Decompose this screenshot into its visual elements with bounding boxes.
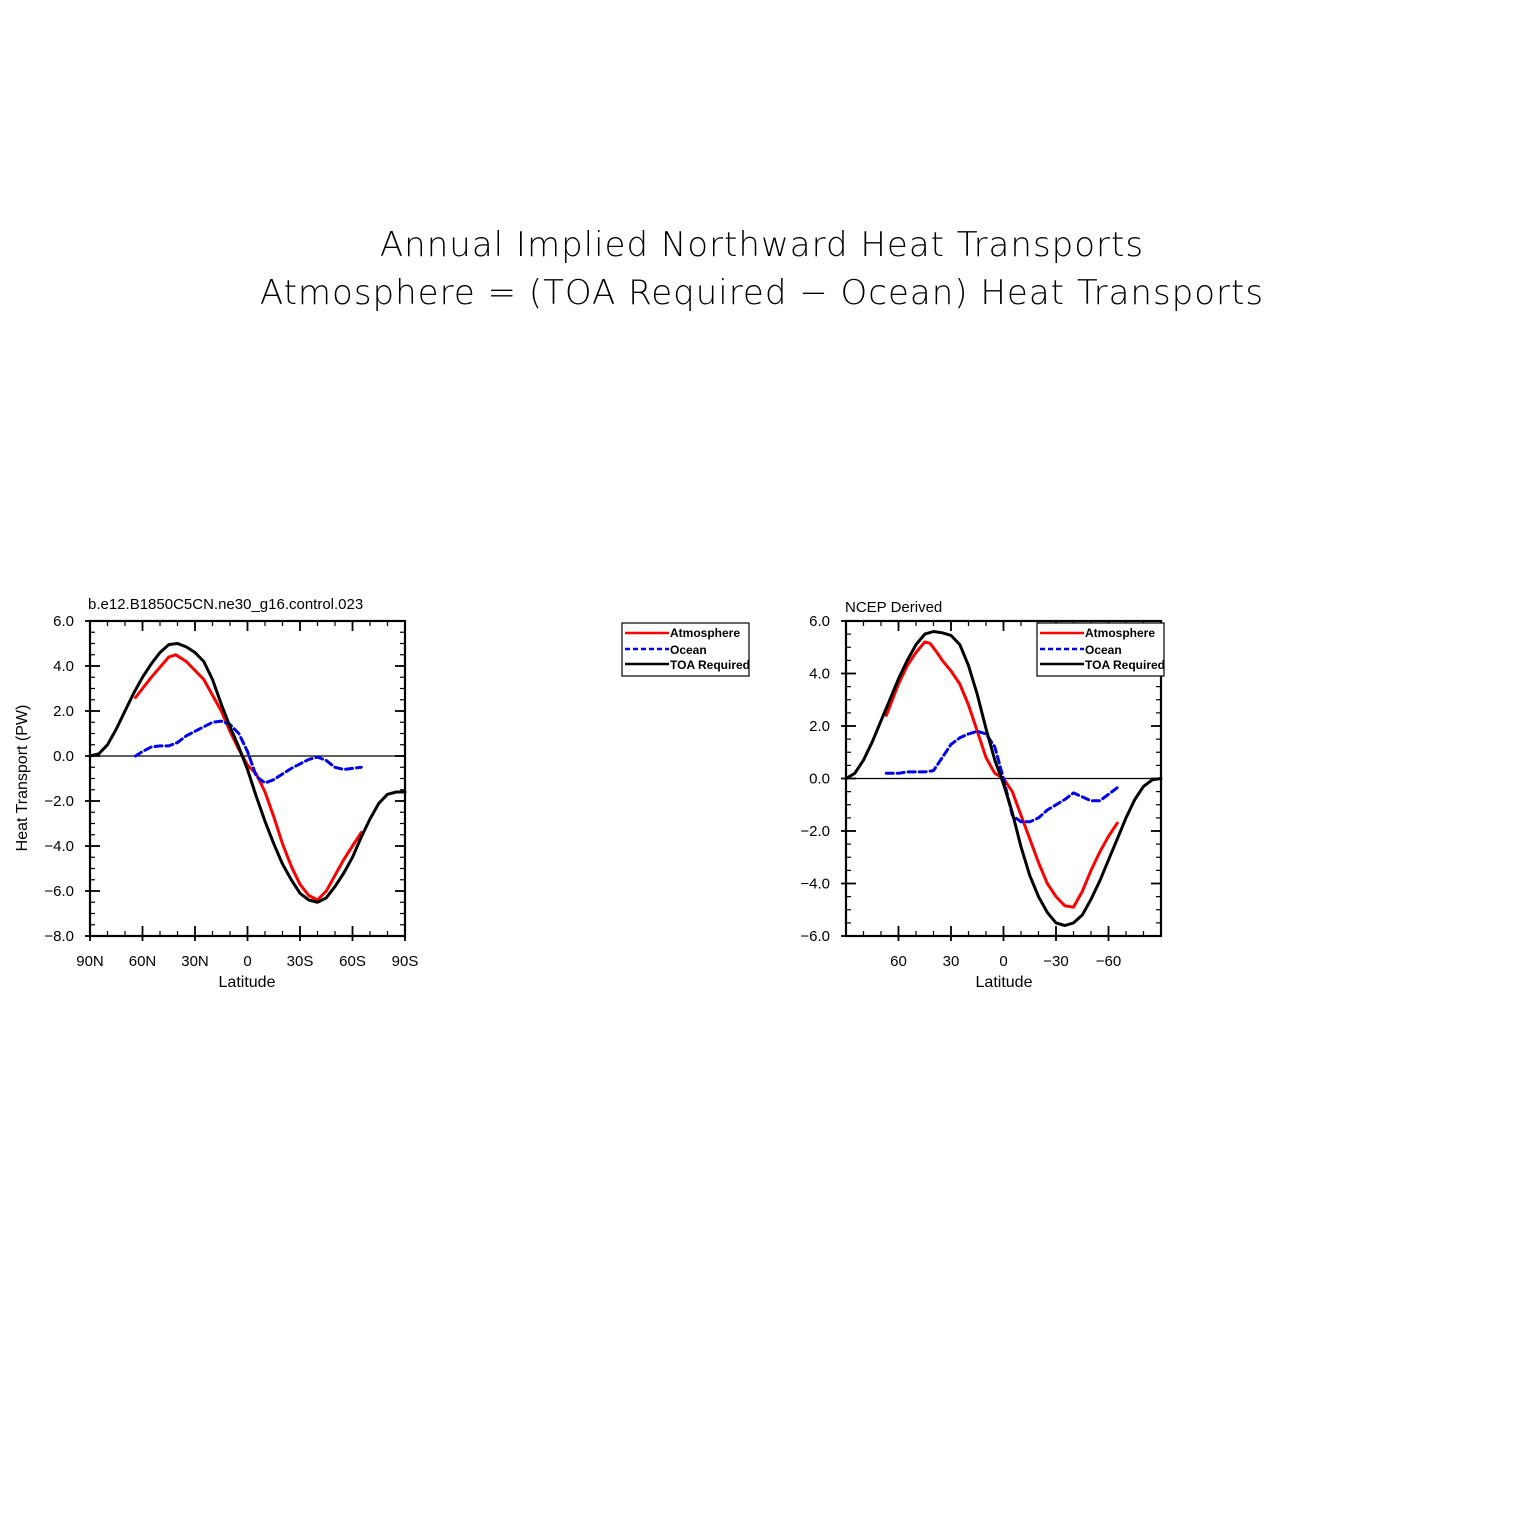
panel-ncep-series-ocean: [884, 729, 1119, 824]
legend-model-ocean-label: Ocean: [670, 643, 707, 657]
panel-model-y-tick-label: 6.0: [53, 613, 74, 630]
panel-ncep-y-tick-label: −4.0: [800, 876, 830, 893]
panel-ncep-series-toa-required: [844, 630, 1163, 927]
panel-ncep-xlabel: Latitude: [976, 974, 1033, 991]
panel-ncep-y-tick-label: 2.0: [809, 718, 830, 735]
panel-ncep-x-tick-label: 0: [999, 953, 1007, 970]
panel-model-series-atmosphere: [134, 653, 363, 902]
panel-model-xlabel: Latitude: [219, 974, 276, 991]
panel-model-title: b.e12.B1850C5CN.ne30_g16.control.023: [88, 596, 363, 613]
panel-model-x-tick-label: 60N: [129, 953, 157, 970]
panel-model: b.e12.B1850C5CN.ne30_g16.control.023 Lat…: [14, 596, 418, 991]
panel-ncep-y-tick-label: 0.0: [809, 771, 830, 788]
panel-model-x-tick-label: 60S: [339, 953, 366, 970]
panel-model-y-tick-label: −6.0: [44, 883, 74, 900]
panel-model-x-tick-label: 0: [243, 953, 251, 970]
panel-ncep-y-tick-label: 6.0: [809, 613, 830, 630]
panel-ncep-x-tick-label: 60: [890, 953, 907, 970]
legend-ncep-atmosphere-label: Atmosphere: [1085, 626, 1155, 640]
panel-ncep-x-tick-label: 30: [943, 953, 960, 970]
panel-model-series-toa-required: [88, 642, 407, 904]
panel-ncep-x-tick-label: −30: [1043, 953, 1068, 970]
panel-model-series-ocean: [134, 719, 363, 785]
panel-model-x-tick-label: 30S: [287, 953, 314, 970]
legend-model-atmosphere-label: Atmosphere: [670, 626, 740, 640]
panel-model-y-tick-label: −4.0: [44, 838, 74, 855]
panel-ncep-y-tick-label: 4.0: [809, 666, 830, 683]
panel-model-y-tick-label: 2.0: [53, 703, 74, 720]
panel-model-plot-frame: [88, 619, 407, 938]
panel-ncep-x-tick-label: −60: [1096, 953, 1121, 970]
figure-title-line-2: Atmosphere = (TOA Required − Ocean) Heat…: [260, 273, 1264, 313]
panel-model-y-tick-label: 0.0: [53, 748, 74, 765]
legend-ncep-toa-label: TOA Required: [1085, 658, 1165, 672]
panel-model-y-tick-label: −8.0: [44, 928, 74, 945]
panel-model-x-tick-label: 30N: [181, 953, 209, 970]
panel-ncep-y-tick-label: −2.0: [800, 823, 830, 840]
legend-model-toa-label: TOA Required: [670, 658, 750, 672]
legend-model: Atmosphere Ocean TOA Required: [621, 622, 750, 677]
legend-ncep-ocean-label: Ocean: [1085, 643, 1122, 657]
panel-model-y-tick-label: −2.0: [44, 793, 74, 810]
panel-model-ylabel: Heat Transport (PW): [14, 705, 31, 852]
panel-model-y-tick-label: 4.0: [53, 658, 74, 675]
panel-ncep: NCEP Derived Latitude 60 30 0 −30 −60 6.0 4.0 2…: [800, 599, 1163, 991]
legend-ncep: Atmosphere Ocean TOA Required: [1036, 622, 1165, 677]
figure-title-line-1: Annual Implied Northward Heat Transports: [380, 225, 1144, 265]
panel-model-x-tick-label: 90S: [392, 953, 419, 970]
panel-ncep-title: NCEP Derived: [845, 599, 942, 616]
panel-ncep-y-tick-label: −6.0: [800, 928, 830, 945]
panel-model-x-tick-label: 90N: [76, 953, 104, 970]
